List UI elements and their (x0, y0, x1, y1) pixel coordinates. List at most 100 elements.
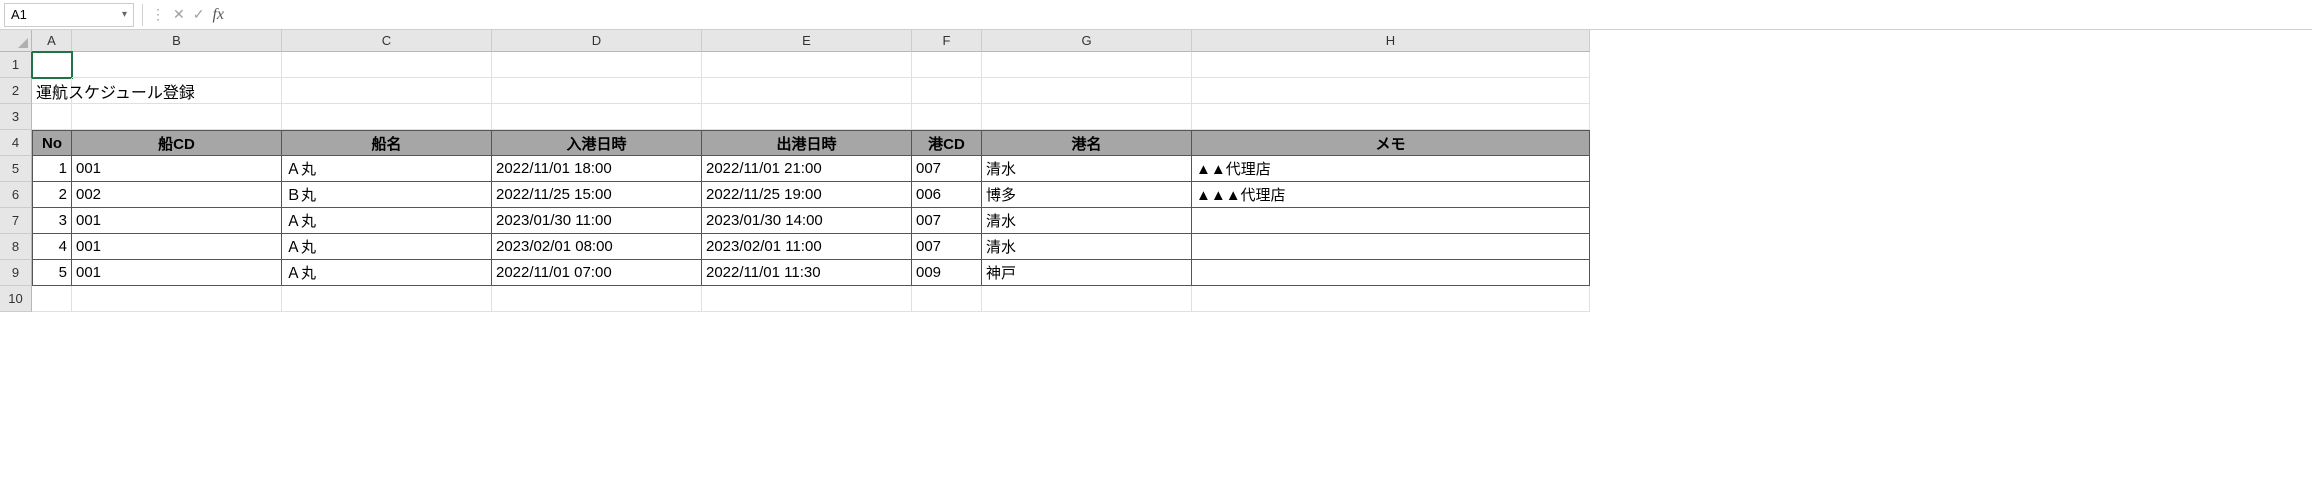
row-header[interactable]: 9 (0, 260, 32, 286)
column-header[interactable]: D (492, 30, 702, 52)
column-header[interactable]: A (32, 30, 72, 52)
table-cell[interactable]: 2023/01/30 14:00 (702, 208, 912, 234)
table-cell[interactable]: 2022/11/25 19:00 (702, 182, 912, 208)
table-header-cell[interactable]: メモ (1192, 130, 1590, 156)
table-header-cell[interactable]: 港名 (982, 130, 1192, 156)
row-header[interactable]: 10 (0, 286, 32, 312)
table-cell[interactable]: 009 (912, 260, 982, 286)
table-cell[interactable]: 2023/02/01 11:00 (702, 234, 912, 260)
cell[interactable] (982, 104, 1192, 130)
cell[interactable] (912, 104, 982, 130)
row-header[interactable]: 5 (0, 156, 32, 182)
table-cell[interactable]: 1 (32, 156, 72, 182)
cell[interactable] (1192, 52, 1590, 78)
cell[interactable] (72, 104, 282, 130)
table-cell[interactable]: 2022/11/25 15:00 (492, 182, 702, 208)
table-cell[interactable]: 2022/11/01 07:00 (492, 260, 702, 286)
cell[interactable] (702, 286, 912, 312)
table-header-cell[interactable]: 船CD (72, 130, 282, 156)
table-cell[interactable] (1192, 234, 1590, 260)
column-header[interactable]: C (282, 30, 492, 52)
cell[interactable] (72, 52, 282, 78)
cell[interactable] (492, 78, 702, 104)
select-all-corner[interactable] (0, 30, 32, 52)
table-cell[interactable]: 清水 (982, 234, 1192, 260)
column-header[interactable]: B (72, 30, 282, 52)
cell[interactable] (282, 104, 492, 130)
table-cell[interactable]: 2022/11/01 18:00 (492, 156, 702, 182)
table-cell[interactable]: 5 (32, 260, 72, 286)
cell[interactable] (702, 78, 912, 104)
table-cell[interactable] (1192, 208, 1590, 234)
table-cell[interactable]: 2022/11/01 21:00 (702, 156, 912, 182)
cell[interactable] (492, 286, 702, 312)
table-cell[interactable]: 4 (32, 234, 72, 260)
cell[interactable] (32, 104, 72, 130)
table-cell[interactable]: 2022/11/01 11:30 (702, 260, 912, 286)
table-cell[interactable]: 2 (32, 182, 72, 208)
table-header-cell[interactable]: 入港日時 (492, 130, 702, 156)
cell[interactable] (982, 52, 1192, 78)
table-header-cell[interactable]: 船名 (282, 130, 492, 156)
table-cell[interactable]: 001 (72, 156, 282, 182)
table-header-cell[interactable]: 出港日時 (702, 130, 912, 156)
cell[interactable] (912, 52, 982, 78)
row-header[interactable]: 7 (0, 208, 32, 234)
column-header[interactable]: E (702, 30, 912, 52)
table-cell[interactable]: 007 (912, 156, 982, 182)
page-title[interactable]: 運航スケジュール登録 (32, 78, 72, 104)
column-header[interactable]: H (1192, 30, 1590, 52)
cell[interactable] (282, 286, 492, 312)
cell[interactable] (702, 104, 912, 130)
row-header[interactable]: 1 (0, 52, 32, 78)
cell[interactable] (1192, 286, 1590, 312)
cell[interactable] (282, 78, 492, 104)
table-cell[interactable]: Ａ丸 (282, 234, 492, 260)
cell[interactable] (982, 78, 1192, 104)
row-header[interactable]: 6 (0, 182, 32, 208)
table-cell[interactable]: 006 (912, 182, 982, 208)
dots-icon[interactable]: ⋮ (151, 6, 165, 23)
cell[interactable] (1192, 78, 1590, 104)
cell[interactable] (492, 104, 702, 130)
name-box[interactable]: A1 ▾ (4, 3, 134, 27)
cell[interactable] (912, 78, 982, 104)
table-cell[interactable]: ▲▲代理店 (1192, 156, 1590, 182)
cell[interactable] (1192, 104, 1590, 130)
cell[interactable] (912, 286, 982, 312)
table-cell[interactable]: 清水 (982, 156, 1192, 182)
table-cell[interactable]: 007 (912, 234, 982, 260)
confirm-icon[interactable]: ✓ (193, 6, 205, 23)
table-cell[interactable]: 3 (32, 208, 72, 234)
table-cell[interactable]: 001 (72, 260, 282, 286)
table-cell[interactable]: 007 (912, 208, 982, 234)
cell[interactable] (702, 52, 912, 78)
row-header[interactable]: 8 (0, 234, 32, 260)
cell[interactable] (492, 52, 702, 78)
fx-icon[interactable]: fx (212, 6, 224, 24)
table-cell[interactable]: 002 (72, 182, 282, 208)
table-cell[interactable]: 清水 (982, 208, 1192, 234)
table-cell[interactable]: 2023/02/01 08:00 (492, 234, 702, 260)
table-cell[interactable]: 2023/01/30 11:00 (492, 208, 702, 234)
table-cell[interactable]: Ａ丸 (282, 156, 492, 182)
cell[interactable] (72, 78, 282, 104)
table-cell[interactable]: 博多 (982, 182, 1192, 208)
column-header[interactable]: F (912, 30, 982, 52)
cell[interactable] (32, 52, 72, 78)
table-header-cell[interactable]: 港CD (912, 130, 982, 156)
row-header[interactable]: 3 (0, 104, 32, 130)
row-header[interactable]: 2 (0, 78, 32, 104)
table-cell[interactable]: 001 (72, 208, 282, 234)
column-header[interactable]: G (982, 30, 1192, 52)
cancel-icon[interactable]: ✕ (173, 6, 185, 23)
formula-input[interactable] (234, 3, 2308, 27)
table-cell[interactable]: ▲▲▲代理店 (1192, 182, 1590, 208)
table-cell[interactable]: 001 (72, 234, 282, 260)
table-cell[interactable]: 神戸 (982, 260, 1192, 286)
table-cell[interactable]: Ａ丸 (282, 260, 492, 286)
cell[interactable] (72, 286, 282, 312)
row-header[interactable]: 4 (0, 130, 32, 156)
table-cell[interactable]: Ａ丸 (282, 208, 492, 234)
table-cell[interactable]: Ｂ丸 (282, 182, 492, 208)
